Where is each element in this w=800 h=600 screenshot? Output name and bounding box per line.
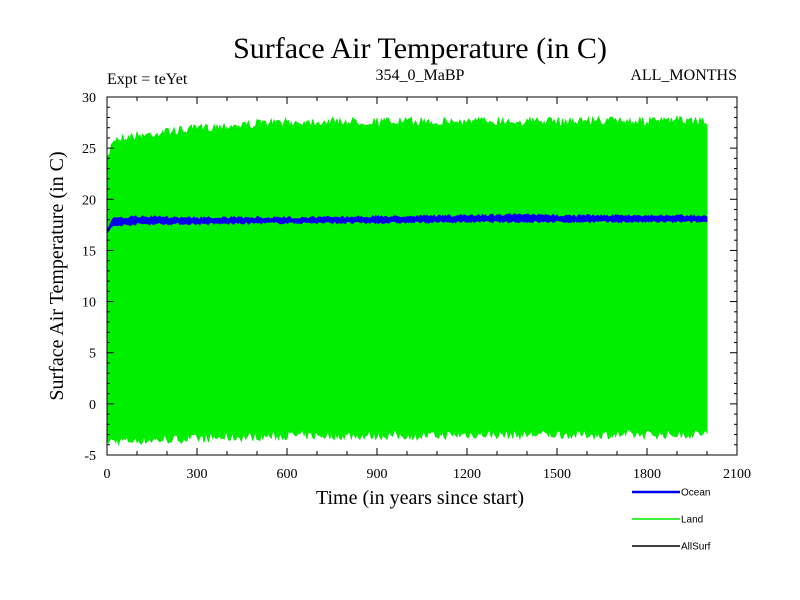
legend: Ocean Land AllSurf [632, 488, 711, 553]
y-tick-label: 20 [82, 193, 96, 208]
y-axis-label: Surface Air Temperature (in C) [46, 151, 68, 400]
x-tick-label: 2100 [723, 467, 751, 482]
x-tick-label: 1800 [633, 467, 661, 482]
plot-area: 0 300 600 900 1200 1500 1800 2100 -5 0 5 10 15 20 25 30 [82, 91, 751, 482]
plot-frame [106, 96, 738, 456]
x-tick-label: 0 [104, 467, 111, 482]
y-tick-label: 5 [89, 347, 96, 362]
chart-title: Surface Air Temperature (in C) [233, 32, 607, 65]
series-land-band [106, 114, 708, 446]
x-tick-label: 900 [367, 467, 388, 482]
legend-label-land: Land [681, 515, 703, 526]
x-tick-label: 1500 [543, 467, 571, 482]
x-tick-label: 1200 [453, 467, 481, 482]
series-ocean-band [106, 213, 708, 236]
x-tick-label: 600 [277, 467, 298, 482]
y-tick-label: -5 [84, 449, 96, 464]
x-axis-label: Time (in years since start) [316, 487, 524, 509]
y-tick-label: 0 [89, 398, 96, 413]
y-tick-label: 30 [82, 91, 96, 106]
x-tick-label: 300 [187, 467, 208, 482]
y-tick-label: 25 [82, 142, 96, 157]
legend-label-allsurf: AllSurf [681, 542, 711, 553]
months-label: ALL_MONTHS [630, 67, 737, 84]
y-tick-label: 10 [82, 296, 96, 311]
period-label: 354_0_MaBP [376, 67, 465, 84]
y-tick-label: 15 [82, 244, 96, 259]
legend-label-ocean: Ocean [681, 488, 710, 499]
experiment-label: Expt = teYet [107, 71, 188, 88]
